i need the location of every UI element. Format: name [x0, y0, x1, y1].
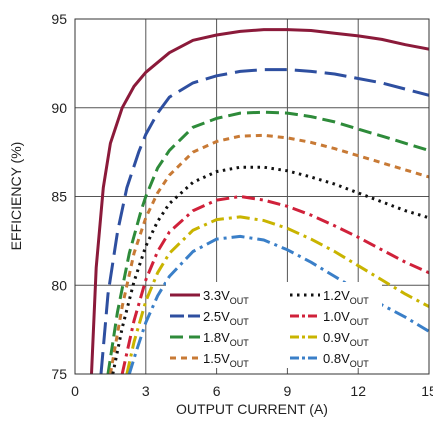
y-tick-labels: 75 80 85 90 95	[51, 11, 67, 382]
legend-label-main: 1.2V	[323, 288, 350, 303]
legend-label-main: 1.5V	[203, 351, 230, 366]
legend-label-sub: OUT	[350, 338, 370, 348]
series-line-2-5V-out	[99, 68, 429, 374]
x-tick-label: 15	[421, 383, 433, 399]
legend-label-sub: OUT	[350, 317, 370, 327]
x-tick-label: 9	[284, 383, 292, 399]
series-line-1-0V-out	[120, 195, 429, 374]
legend-label-main: 3.3V	[203, 288, 230, 303]
y-tick-label: 75	[51, 366, 67, 382]
series-line-3-3V-out	[90, 28, 429, 374]
y-tick-label: 85	[51, 189, 67, 205]
legend-label-main: 0.8V	[323, 351, 350, 366]
legend-label: 2.5VOUT	[203, 309, 249, 327]
legend-label-main: 1.8V	[203, 330, 230, 345]
x-tick-label: 6	[213, 383, 221, 399]
legend-label: 1.5VOUT	[203, 351, 249, 369]
x-tick-labels: 0 3 6 9 12 15	[71, 383, 433, 399]
legend-label: 0.9VOUT	[323, 330, 369, 348]
series-line-0-8V-out	[127, 234, 429, 374]
legend-label-sub: OUT	[230, 359, 250, 369]
series-line-0-9V-out	[125, 215, 429, 374]
legend-label: 0.8VOUT	[323, 351, 369, 369]
x-tick-label: 0	[71, 383, 79, 399]
x-tick-label: 12	[350, 383, 366, 399]
legend-label: 3.3VOUT	[203, 288, 249, 306]
y-tick-label: 80	[51, 277, 67, 293]
legend-label: 1.8VOUT	[203, 330, 249, 348]
series-line-1-5V-out	[108, 133, 429, 374]
x-tick-label: 3	[142, 383, 150, 399]
legend-label-sub: OUT	[230, 338, 250, 348]
x-axis-label: OUTPUT CURRENT (A)	[176, 401, 328, 417]
legend-label-sub: OUT	[230, 317, 250, 327]
y-axis-label: EFFICIENCY (%)	[8, 142, 24, 251]
legend-background	[166, 282, 382, 368]
legend-label-main: 1.0V	[323, 309, 350, 324]
series-line-1-8V-out	[106, 110, 429, 374]
legend-label: 1.0VOUT	[323, 309, 369, 327]
series-layer	[90, 28, 429, 374]
legend-label-sub: OUT	[350, 359, 370, 369]
y-tick-label: 95	[51, 11, 67, 27]
legend-label: 1.2VOUT	[323, 288, 369, 306]
legend-label-main: 2.5V	[203, 309, 230, 324]
series-line-1-2V-out	[111, 165, 429, 374]
legend-label-sub: OUT	[230, 296, 250, 306]
y-tick-label: 90	[51, 100, 67, 116]
legend-label-sub: OUT	[350, 296, 370, 306]
legend-label-main: 0.9V	[323, 330, 350, 345]
plot-frame	[74, 18, 430, 375]
